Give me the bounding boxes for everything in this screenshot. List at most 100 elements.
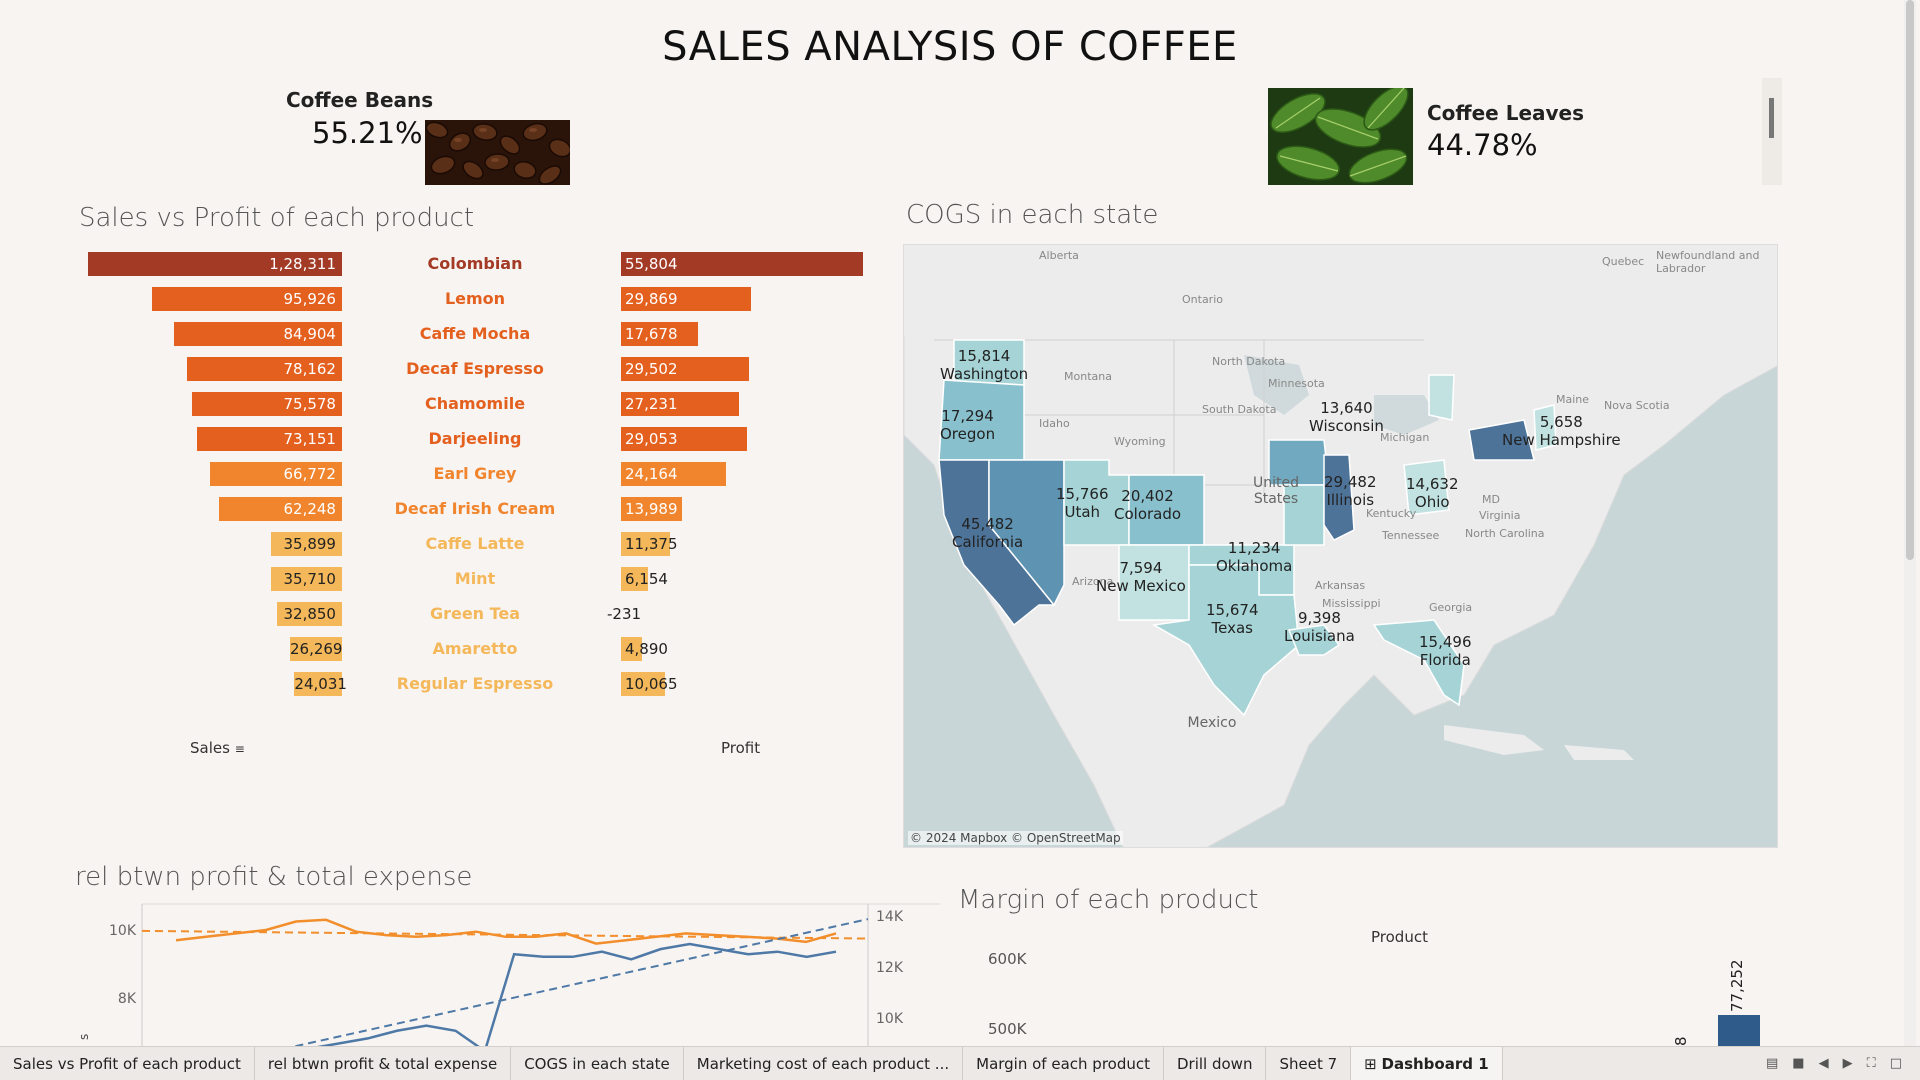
sales-bar[interactable]: 26,269 [289,637,342,661]
prev-sheet-icon[interactable]: ◀ [1818,1056,1829,1071]
state-florida [1372,619,1465,707]
state-nevada-area [988,459,1065,607]
profit-bar[interactable] [621,357,749,381]
sheet-tab[interactable]: Marketing cost of each product ... [684,1046,964,1080]
profit-value-label: 10,065 [625,675,678,693]
profit-bar[interactable] [621,497,682,521]
state-cogs-value: 15,814 [957,347,1011,365]
product-label: Lemon [444,289,506,308]
sheet-tab[interactable]: COGS in each state [511,1046,684,1080]
state-value-label[interactable]: 20,402 Colorado [1114,487,1181,523]
state-value-label[interactable]: 13,640 Wisconsin [1309,399,1384,435]
product-label: Decaf Espresso [406,359,544,378]
profit-bar[interactable] [621,427,747,451]
margin-bar[interactable] [1718,1015,1760,1046]
sales-bar[interactable]: 35,899 [270,532,342,556]
sales-bar[interactable]: 66,772 [209,462,342,486]
state-value-label[interactable]: 9,398 Louisiana [1284,609,1355,645]
state-cogs-value: 5,658 [1539,413,1583,431]
map-base-label: Alberta [1039,249,1079,262]
profit-bar[interactable] [621,532,671,556]
profit-value-label: 6,154 [625,570,668,588]
state-value-label[interactable]: 7,594 New Mexico [1096,559,1186,595]
state-value-label[interactable]: 15,674 Texas [1206,601,1259,637]
map-base-label: Wyoming [1114,435,1166,448]
fullscreen-icon[interactable]: ⛶ [1866,1056,1876,1071]
sheet-tab-label: Sheet 7 [1279,1054,1338,1073]
sheet-tab-label: COGS in each state [524,1054,670,1073]
page-scroll-thumb[interactable] [1906,0,1914,560]
sales-bar[interactable]: 32,850 [276,602,342,626]
map-base-label: Maine [1556,393,1590,406]
cogs-map-title: COGS in each state [906,200,1159,230]
state-value-label[interactable]: 45,482 California [952,515,1023,551]
kpi-scroll-thumb[interactable] [1769,98,1774,138]
sales-bar[interactable]: 73,151 [197,427,342,451]
map-base-label: Georgia [1429,601,1473,614]
coffee-leaves-value: 44.78% [1427,128,1538,162]
sheet-tab[interactable]: rel btwn profit & total expense [255,1046,512,1080]
map-attribution[interactable]: © 2024 Mapbox © OpenStreetMap [908,831,1123,845]
profit-bar[interactable] [621,462,726,486]
sales-bar[interactable]: 35,710 [271,567,342,591]
coffee-leaves-label: Coffee Leaves [1427,101,1585,125]
state-cogs-value: 7,594 [1119,559,1163,577]
coffee-leaves-photo [1268,88,1413,185]
sales-bar[interactable]: 84,904 [173,322,342,346]
blue-series-line[interactable] [280,942,837,1046]
product-label: Caffe Mocha [419,324,531,343]
next-sheet-icon[interactable]: ▶ [1842,1056,1853,1071]
state-name: Florida [1419,651,1471,669]
profit-value-label: 29,869 [625,290,678,308]
sheet-tab[interactable]: Sheet 7 [1266,1046,1352,1080]
sales-axis-title[interactable]: Sales ≡ [190,739,245,757]
sales-bar[interactable]: 75,578 [192,392,342,416]
state-value-label[interactable]: 15,766 Utah [1056,485,1109,521]
profit-value-label: 27,231 [625,395,678,413]
profit-bar[interactable] [621,637,643,661]
map-base-label: Nova Scotia [1604,399,1670,412]
kpi-scroll-area[interactable] [1762,78,1782,185]
profit-bar[interactable] [621,322,698,346]
sheet-tab[interactable]: Margin of each product [963,1046,1164,1080]
profit-bar[interactable] [621,252,863,276]
state-cogs-value: 20,402 [1121,487,1174,505]
profit-bar[interactable] [621,672,665,696]
coffee-beans-label: Coffee Beans [286,88,434,112]
state-michigan-area [1428,374,1455,421]
state-value-label[interactable]: 11,234 Oklahoma [1216,539,1292,575]
dashboard-icon: ⊞ [1364,1054,1382,1073]
state-value-label[interactable]: 15,814 Washington [940,347,1028,383]
coffee-beans-photo [425,120,570,185]
show-filmstrip-icon[interactable]: ▤ [1766,1056,1779,1071]
sheet-tab-label: Marketing cost of each product ... [696,1054,950,1073]
sort-descending-icon[interactable]: ≡ [234,742,245,756]
sheet-tab[interactable]: ⊞ Dashboard 1 [1351,1046,1503,1080]
map-base-label: Newfoundland and Labrador [1656,249,1760,275]
sales-bar[interactable]: 62,248 [218,497,342,521]
sheet-tab[interactable]: Sales vs Profit of each product [0,1046,255,1080]
state-new-york [1468,419,1535,461]
orange-series-line[interactable] [175,918,837,945]
sales-bar[interactable]: 24,031 [294,672,347,696]
state-value-label[interactable]: 5,658 New Hampshire [1502,413,1621,449]
sales-bar[interactable]: 95,926 [152,287,342,311]
cogs-map[interactable]: Alberta Quebec Newfoundland and Labrador On… [903,244,1778,848]
state-name: New Hampshire [1502,431,1621,449]
profit-bar[interactable] [621,567,648,591]
state-value-label[interactable]: 15,496 Florida [1419,633,1472,669]
profit-bar[interactable] [621,392,740,416]
sheet-tab-label: Margin of each product [976,1054,1150,1073]
state-value-label[interactable]: 17,294 Oregon [940,407,995,443]
sales-bar[interactable]: 78,162 [187,357,342,381]
sales-bar[interactable]: 1,28,311 [88,252,342,276]
state-name: Louisiana [1284,627,1355,645]
map-base-label: Arkansas [1315,579,1366,592]
state-value-label[interactable]: 29,482 Illinois [1324,473,1377,509]
state-name: California [952,533,1024,551]
presentation-icon[interactable]: □ [1889,1056,1902,1071]
state-value-label[interactable]: 14,632 Ohio [1406,475,1459,511]
sheet-tab[interactable]: Drill down [1164,1046,1267,1080]
show-tabs-icon[interactable]: ■ [1792,1056,1805,1071]
profit-bar[interactable] [621,287,751,311]
